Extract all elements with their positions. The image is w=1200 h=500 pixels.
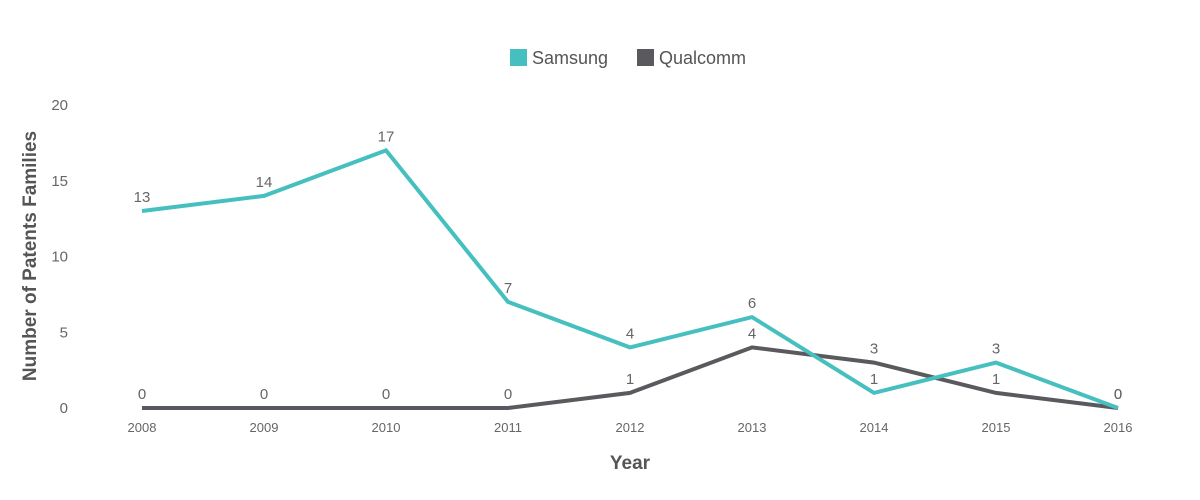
data-label-samsung: 1 — [870, 371, 878, 388]
series-lines — [141, 148, 1119, 410]
data-label-samsung: 3 — [992, 341, 1000, 358]
legend-swatch-qualcomm — [637, 49, 654, 66]
legend-swatch-samsung — [510, 49, 527, 66]
x-tick-label: 2012 — [616, 420, 645, 435]
data-label-qualcomm: 1 — [626, 371, 634, 388]
y-axis-ticks: 0 5 10 15 20 — [51, 97, 68, 417]
y-tick-label: 0 — [60, 400, 68, 417]
y-tick-label: 5 — [60, 324, 68, 341]
legend-label-qualcomm: Qualcomm — [659, 48, 746, 68]
x-axis-ticks: 2008 2009 2010 2011 2012 2013 2014 2015 2016 — [128, 420, 1133, 435]
y-tick-label: 15 — [51, 173, 68, 190]
data-label-qualcomm: 0 — [1114, 386, 1122, 403]
series-line-qualcomm — [142, 345, 1119, 410]
data-label-qualcomm: 0 — [138, 386, 146, 403]
x-tick-label: 2016 — [1104, 420, 1133, 435]
legend: Samsung Qualcomm — [510, 48, 746, 68]
data-label-qualcomm: 0 — [504, 386, 512, 403]
data-label-samsung: 0 — [1114, 386, 1122, 403]
y-tick-label: 20 — [51, 97, 68, 114]
x-axis-title: Year — [610, 453, 651, 474]
x-tick-label: 2015 — [982, 420, 1011, 435]
data-label-qualcomm: 3 — [870, 341, 878, 358]
x-tick-label: 2011 — [494, 420, 522, 435]
y-axis-title: Number of Patents Families — [20, 131, 41, 381]
x-tick-label: 2014 — [860, 420, 889, 435]
data-label-qualcomm: 0 — [260, 386, 268, 403]
x-tick-label: 2010 — [372, 420, 401, 435]
x-tick-label: 2009 — [250, 420, 279, 435]
data-label-samsung: 14 — [256, 174, 273, 191]
data-label-samsung: 6 — [748, 295, 756, 312]
x-tick-label: 2008 — [128, 420, 157, 435]
data-label-qualcomm: 0 — [382, 386, 390, 403]
data-label-samsung: 7 — [504, 280, 512, 297]
legend-label-samsung: Samsung — [532, 48, 608, 68]
data-label-samsung: 4 — [626, 325, 634, 342]
data-label-samsung: 17 — [378, 128, 395, 145]
data-label-samsung: 13 — [134, 189, 151, 206]
data-label-qualcomm: 1 — [992, 371, 1000, 388]
series-line-samsung — [141, 148, 1119, 410]
data-label-qualcomm: 4 — [748, 325, 756, 342]
y-tick-label: 10 — [51, 249, 68, 266]
x-tick-label: 2013 — [738, 420, 767, 435]
